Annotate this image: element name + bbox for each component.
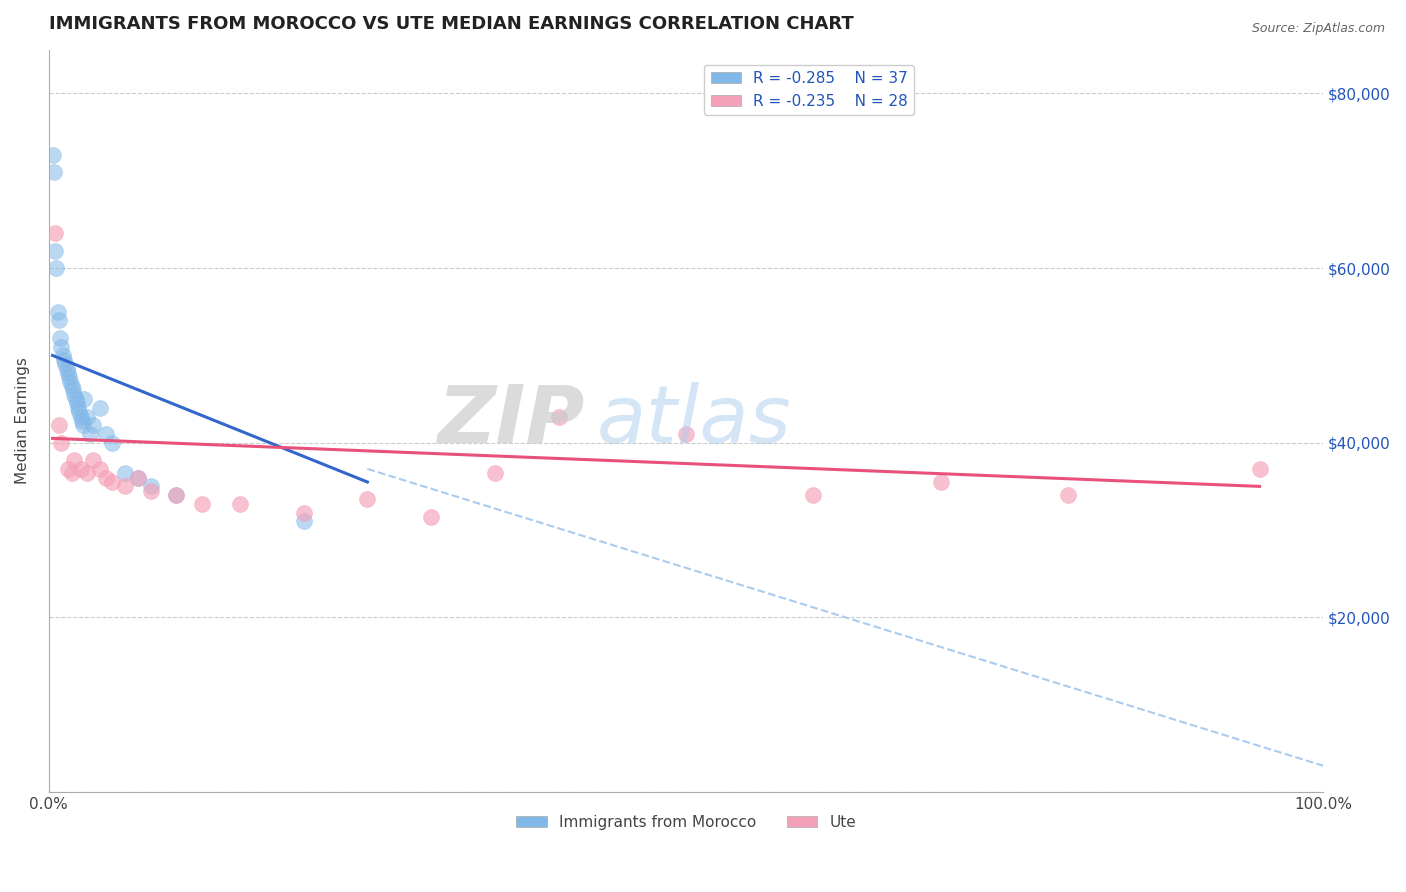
Point bbox=[48, 313, 70, 327]
Point bbox=[67, 405, 90, 419]
Point bbox=[72, 418, 94, 433]
Point bbox=[48, 418, 70, 433]
Point bbox=[165, 488, 187, 502]
Point bbox=[292, 514, 315, 528]
Text: IMMIGRANTS FROM MOROCCO VS UTE MEDIAN EARNINGS CORRELATION CHART: IMMIGRANTS FROM MOROCCO VS UTE MEDIAN EA… bbox=[49, 15, 853, 33]
Point bbox=[60, 467, 83, 481]
Legend: Immigrants from Morocco, Ute: Immigrants from Morocco, Ute bbox=[510, 809, 862, 837]
Point bbox=[70, 414, 93, 428]
Point bbox=[63, 453, 86, 467]
Point bbox=[82, 453, 104, 467]
Point bbox=[45, 261, 67, 276]
Point bbox=[139, 479, 162, 493]
Point bbox=[82, 418, 104, 433]
Point bbox=[56, 462, 79, 476]
Point bbox=[803, 488, 825, 502]
Point bbox=[94, 470, 117, 484]
Point bbox=[356, 492, 378, 507]
Point bbox=[65, 392, 87, 406]
Point bbox=[69, 409, 91, 424]
Point bbox=[229, 497, 252, 511]
Point bbox=[79, 427, 101, 442]
Point bbox=[89, 401, 111, 415]
Point bbox=[51, 435, 73, 450]
Point bbox=[76, 409, 98, 424]
Point bbox=[139, 483, 162, 498]
Point bbox=[62, 384, 84, 398]
Point bbox=[101, 435, 124, 450]
Point bbox=[1249, 462, 1271, 476]
Point bbox=[94, 427, 117, 442]
Text: ZIP: ZIP bbox=[437, 382, 583, 460]
Point bbox=[1057, 488, 1080, 502]
Point bbox=[127, 470, 149, 484]
Point bbox=[165, 488, 187, 502]
Point bbox=[52, 348, 75, 362]
Point bbox=[46, 305, 69, 319]
Point bbox=[114, 467, 136, 481]
Y-axis label: Median Earnings: Median Earnings bbox=[15, 358, 30, 484]
Point bbox=[59, 375, 82, 389]
Point bbox=[53, 357, 76, 371]
Point bbox=[547, 409, 569, 424]
Point bbox=[66, 396, 89, 410]
Point bbox=[53, 352, 76, 367]
Point bbox=[51, 340, 73, 354]
Point bbox=[929, 475, 952, 489]
Point bbox=[55, 361, 77, 376]
Point bbox=[420, 510, 443, 524]
Point bbox=[44, 244, 66, 258]
Point bbox=[292, 506, 315, 520]
Text: atlas: atlas bbox=[596, 382, 792, 460]
Point bbox=[127, 470, 149, 484]
Text: Source: ZipAtlas.com: Source: ZipAtlas.com bbox=[1251, 22, 1385, 36]
Point bbox=[101, 475, 124, 489]
Point bbox=[73, 392, 96, 406]
Point bbox=[114, 479, 136, 493]
Point bbox=[56, 366, 79, 380]
Point bbox=[44, 226, 66, 240]
Point bbox=[49, 331, 72, 345]
Point bbox=[60, 379, 83, 393]
Point bbox=[190, 497, 212, 511]
Point bbox=[76, 467, 98, 481]
Point bbox=[89, 462, 111, 476]
Point bbox=[42, 165, 65, 179]
Point bbox=[58, 370, 80, 384]
Point bbox=[63, 387, 86, 401]
Point bbox=[69, 462, 91, 476]
Point bbox=[675, 427, 697, 442]
Point bbox=[41, 147, 63, 161]
Point bbox=[67, 401, 90, 415]
Point bbox=[484, 467, 506, 481]
